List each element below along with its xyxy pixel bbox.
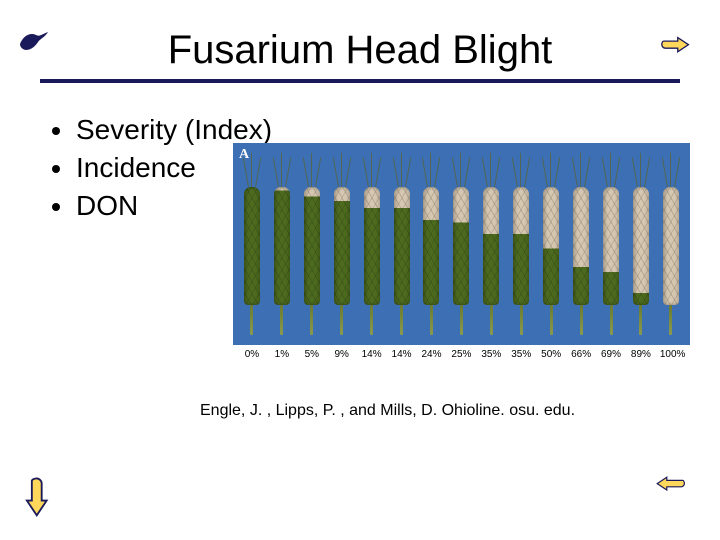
- figure-xaxis: 0% 1% 5% 9% 14% 14% 24% 25% 35% 35% 50% 66% 69% 89% 10…: [233, 345, 690, 360]
- awns-icon: [482, 153, 500, 187]
- wheat-spike: [480, 153, 502, 339]
- xaxis-tick: 69%: [600, 349, 622, 360]
- spikes-row: [233, 143, 690, 345]
- awns-icon: [572, 153, 590, 187]
- bullet-text: DON: [76, 187, 138, 225]
- wheat-spike: [301, 153, 323, 339]
- spike-stem: [400, 305, 403, 335]
- spike-head: [274, 187, 290, 305]
- awns-icon: [662, 153, 680, 187]
- awns-icon: [542, 153, 560, 187]
- spike-head: [304, 187, 320, 305]
- bullet-dot-icon: [52, 127, 60, 135]
- xaxis-tick: 50%: [540, 349, 562, 360]
- awns-icon: [422, 153, 440, 187]
- spike-head: [543, 187, 559, 305]
- bird-icon: [18, 26, 50, 56]
- wheat-spike: [391, 153, 413, 339]
- wheat-spike: [660, 153, 682, 339]
- spike-head: [603, 187, 619, 305]
- bullet-dot-icon: [52, 203, 60, 211]
- spike-head: [573, 187, 589, 305]
- awns-icon: [393, 153, 411, 187]
- spike-stem: [460, 305, 463, 335]
- disease-scale-figure: A 0% 1% 5% 9% 14% 14% 24% 25% 35% 35% 50% 66% 69% 89%…: [233, 143, 690, 369]
- wheat-spike: [241, 153, 263, 339]
- spike-stem: [580, 305, 583, 335]
- xaxis-tick: 1%: [271, 349, 293, 360]
- xaxis-tick: 89%: [630, 349, 652, 360]
- wheat-spike: [510, 153, 532, 339]
- awns-icon: [452, 153, 470, 187]
- xaxis-tick: 14%: [391, 349, 413, 360]
- wheat-spike: [420, 153, 442, 339]
- spike-stem: [280, 305, 283, 335]
- spike-head: [244, 187, 260, 305]
- awns-icon: [273, 153, 291, 187]
- spike-stem: [669, 305, 672, 335]
- bullet-dot-icon: [52, 165, 60, 173]
- bullet-text: Incidence: [76, 149, 196, 187]
- awns-icon: [243, 153, 261, 187]
- awns-icon: [602, 153, 620, 187]
- spike-stem: [370, 305, 373, 335]
- spike-stem: [520, 305, 523, 335]
- spike-stem: [250, 305, 253, 335]
- title-row: Fusarium Head Blight: [40, 20, 680, 79]
- spike-head: [423, 187, 439, 305]
- wheat-spike: [540, 153, 562, 339]
- slide-title: Fusarium Head Blight: [168, 28, 553, 73]
- hand-point-down-icon: [22, 476, 54, 506]
- xaxis-tick: 24%: [420, 349, 442, 360]
- spike-head: [663, 187, 679, 305]
- xaxis-tick: 9%: [331, 349, 353, 360]
- hand-point-right-icon: [660, 34, 692, 64]
- xaxis-tick: 66%: [570, 349, 592, 360]
- xaxis-tick: 100%: [660, 349, 682, 360]
- figure-image: A: [233, 143, 690, 345]
- spike-head: [364, 187, 380, 305]
- spike-stem: [310, 305, 313, 335]
- wheat-spike: [271, 153, 293, 339]
- spike-stem: [340, 305, 343, 335]
- title-underline: [40, 79, 680, 83]
- spike-stem: [610, 305, 613, 335]
- xaxis-tick: 35%: [480, 349, 502, 360]
- xaxis-tick: 25%: [450, 349, 472, 360]
- spike-stem: [550, 305, 553, 335]
- wheat-spike: [450, 153, 472, 339]
- spike-head: [483, 187, 499, 305]
- wheat-spike: [331, 153, 353, 339]
- wheat-spike: [361, 153, 383, 339]
- spike-stem: [639, 305, 642, 335]
- spike-head: [453, 187, 469, 305]
- spike-stem: [490, 305, 493, 335]
- awns-icon: [333, 153, 351, 187]
- citation-text: Engle, J. , Lipps, P. , and Mills, D. Oh…: [200, 402, 575, 420]
- slide: Fusarium Head Blight Severity (Index) In…: [0, 0, 720, 540]
- spike-head: [334, 187, 350, 305]
- wheat-spike: [600, 153, 622, 339]
- awns-icon: [363, 153, 381, 187]
- hand-point-left-icon: [654, 474, 686, 504]
- spike-stem: [430, 305, 433, 335]
- spike-head: [394, 187, 410, 305]
- wheat-spike: [630, 153, 652, 339]
- xaxis-tick: 0%: [241, 349, 263, 360]
- awns-icon: [512, 153, 530, 187]
- xaxis-tick: 5%: [301, 349, 323, 360]
- spike-head: [633, 187, 649, 305]
- wheat-spike: [570, 153, 592, 339]
- spike-head: [513, 187, 529, 305]
- awns-icon: [632, 153, 650, 187]
- xaxis-tick: 14%: [361, 349, 383, 360]
- xaxis-tick: 35%: [510, 349, 532, 360]
- awns-icon: [303, 153, 321, 187]
